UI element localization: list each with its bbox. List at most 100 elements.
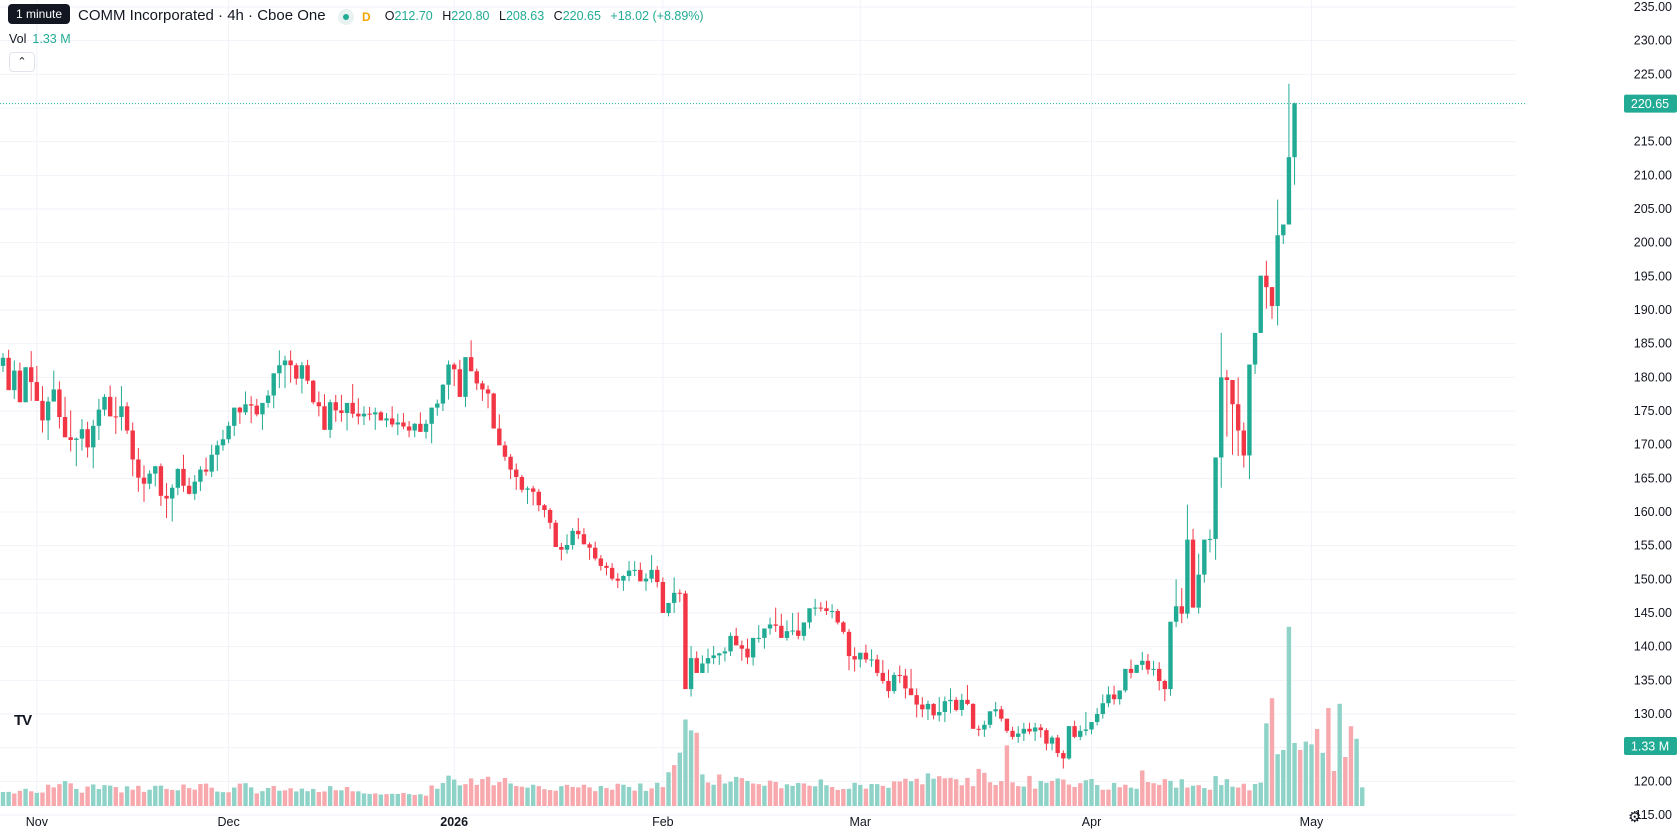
- volume-bar: [277, 790, 282, 806]
- volume-bar: [734, 776, 739, 806]
- volume-bar: [215, 791, 220, 806]
- volume-bar: [1292, 743, 1297, 806]
- volume-bar: [993, 785, 998, 806]
- candle-body: [863, 652, 869, 660]
- collapse-legend-button[interactable]: ⌃: [9, 52, 35, 72]
- candle-body: [796, 630, 801, 636]
- volume-bar: [1027, 775, 1032, 806]
- candle-body: [553, 522, 558, 548]
- volume-bar: [542, 789, 547, 806]
- volume-bar: [119, 792, 124, 806]
- candle-body: [136, 459, 141, 478]
- candle-body: [621, 575, 626, 581]
- volume-bar: [79, 792, 85, 806]
- candle-body: [485, 389, 491, 394]
- candle-body: [147, 473, 152, 484]
- price-tick-label: 145.00: [1634, 606, 1672, 620]
- volume-bar: [694, 732, 699, 806]
- volume-bar: [107, 785, 113, 806]
- candle-body: [40, 400, 45, 421]
- volume-bar: [688, 730, 694, 806]
- candle-body: [220, 439, 226, 446]
- candle-body: [389, 418, 395, 425]
- volume-bar: [530, 784, 536, 806]
- volume-label[interactable]: Vol: [9, 32, 27, 46]
- volume-bar: [491, 785, 496, 806]
- candle-body: [1207, 538, 1213, 540]
- volume-bar: [181, 784, 186, 806]
- candle-body: [903, 675, 908, 689]
- volume-bar: [621, 784, 626, 806]
- volume-bar: [327, 786, 333, 806]
- candle-body: [113, 416, 118, 418]
- volume-legend: Vol 1.33 M: [9, 32, 71, 46]
- candle-body: [1134, 664, 1139, 673]
- candle-body: [700, 663, 705, 673]
- volume-bar: [1106, 789, 1111, 806]
- current-price-tag: [1624, 94, 1677, 113]
- volume-bar: [1044, 782, 1049, 806]
- candle-body: [976, 728, 981, 730]
- volume-bar: [17, 790, 23, 806]
- ohlc-values: O212.70 H220.80 L208.63 C220.65 +18.02 (…: [385, 9, 710, 23]
- candle-body: [587, 544, 592, 548]
- volume-bar: [886, 787, 891, 806]
- delayed-data-badge[interactable]: D: [361, 9, 371, 24]
- volume-bar: [959, 785, 964, 806]
- candle-body: [564, 544, 570, 550]
- candle-body: [248, 404, 254, 406]
- candle-body: [835, 610, 840, 623]
- candle-body: [508, 456, 513, 470]
- volume-bar: [925, 773, 931, 806]
- candle-body: [209, 454, 214, 472]
- candle-body: [1010, 730, 1015, 737]
- candle-body: [175, 468, 181, 488]
- volume-bar: [457, 785, 463, 806]
- candle-body: [897, 674, 902, 676]
- volume-bar: [497, 782, 502, 806]
- market-open-icon[interactable]: [337, 8, 354, 25]
- candle-body: [119, 406, 124, 418]
- candle-body: [1083, 729, 1089, 731]
- volume-bar: [1061, 779, 1066, 806]
- volume-bar: [987, 782, 993, 806]
- symbol-title[interactable]: COMM Incorporated · 4h · Cboe One: [78, 7, 326, 24]
- volume-bar: [519, 786, 525, 806]
- volume-bar: [1207, 789, 1213, 806]
- volume-bar: [525, 787, 530, 806]
- volume-bar: [1241, 783, 1246, 806]
- price-tick-label: 135.00: [1634, 673, 1672, 687]
- candle-body: [649, 569, 654, 579]
- volume-bar: [1298, 750, 1303, 806]
- candle-body: [790, 630, 795, 632]
- candle-body: [931, 703, 936, 716]
- volume-bar: [1354, 738, 1359, 806]
- volume-bar: [1111, 782, 1117, 806]
- settings-icon[interactable]: ⚙: [1628, 809, 1642, 826]
- volume-bar: [74, 788, 79, 806]
- candle-body: [773, 624, 778, 626]
- price-tick-label: 165.00: [1634, 471, 1672, 485]
- volume-bar: [29, 791, 34, 806]
- volume-bar: [389, 793, 395, 806]
- price-tick-label: 120.00: [1634, 774, 1672, 788]
- tradingview-logo-icon[interactable]: TV: [14, 712, 32, 729]
- volume-bar: [243, 783, 248, 806]
- candle-body: [1179, 606, 1184, 614]
- time-axis[interactable]: Nov Dec 2026 Feb Mar Apr May: [26, 815, 1324, 829]
- price-axis[interactable]: 115.00120.00125.00130.00135.00140.00145.…: [1624, 0, 1677, 822]
- volume-bar: [903, 778, 908, 806]
- candle-body: [536, 491, 541, 506]
- candle-body: [852, 656, 857, 660]
- candle-body: [908, 688, 914, 696]
- volume-bar: [1190, 785, 1196, 806]
- candle-body: [215, 445, 220, 455]
- candle-body: [17, 370, 23, 403]
- candle-body: [604, 565, 609, 568]
- candle-body: [615, 578, 620, 581]
- volume-bar: [485, 776, 491, 806]
- open-value: 212.70: [394, 9, 433, 24]
- volume-bar: [609, 789, 615, 806]
- candle-body: [891, 674, 897, 692]
